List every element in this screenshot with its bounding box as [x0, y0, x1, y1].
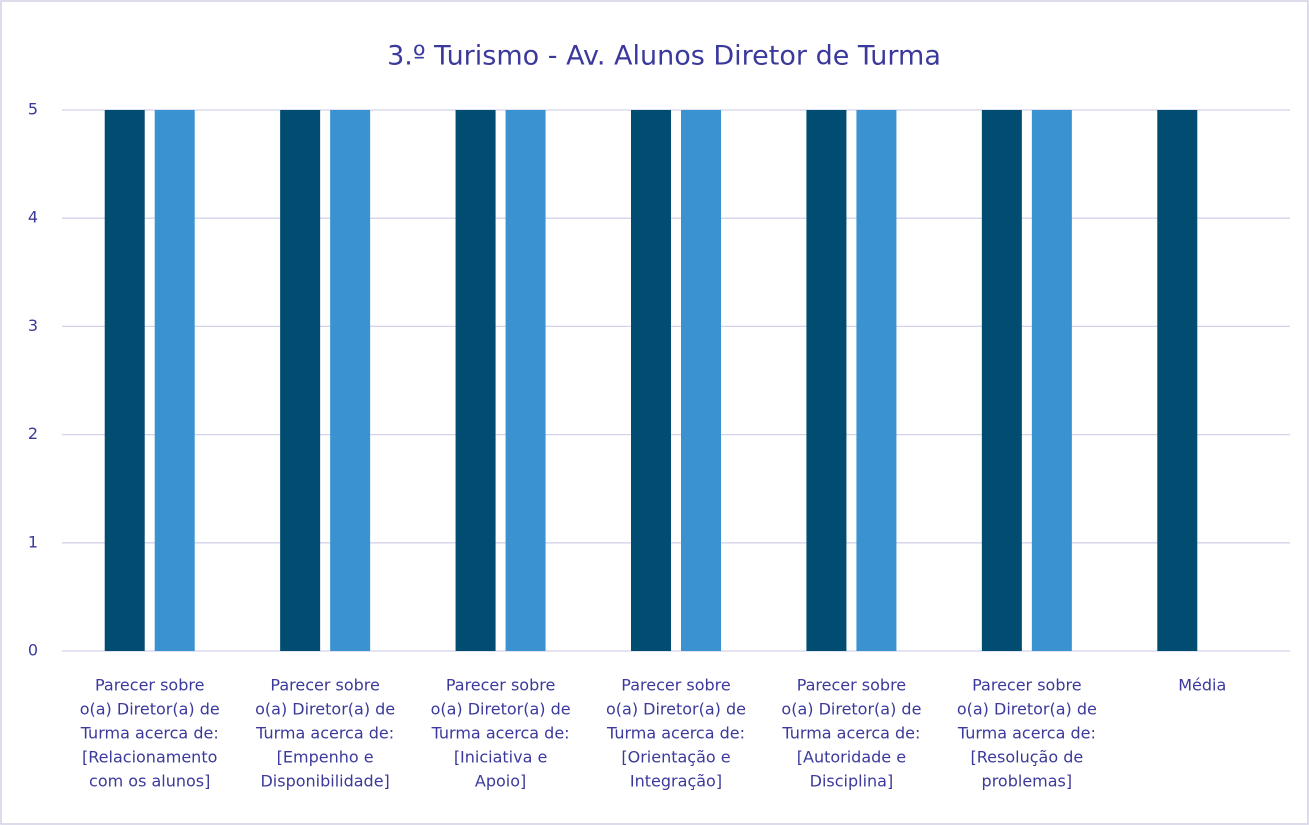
- x-tick-label: Parecer sobre: [621, 676, 730, 695]
- x-tick-label: [Empenho e: [277, 748, 374, 767]
- bar: [154, 110, 195, 651]
- bar: [981, 110, 1022, 651]
- x-tick-label: o(a) Diretor(a) de: [255, 700, 395, 719]
- x-tick-label: o(a) Diretor(a) de: [431, 700, 571, 719]
- x-tick-label: Turma acerca de:: [957, 724, 1096, 743]
- x-tick-label: o(a) Diretor(a) de: [80, 700, 220, 719]
- x-tick-label: Turma acerca de:: [431, 724, 570, 743]
- bar: [104, 110, 145, 651]
- y-tick-label: 5: [28, 100, 38, 119]
- x-tick-label: [Relacionamento: [82, 748, 217, 767]
- x-tick-label: o(a) Diretor(a) de: [957, 700, 1097, 719]
- x-tick-label: o(a) Diretor(a) de: [781, 700, 921, 719]
- x-tick-label: [Resolução de: [971, 748, 1084, 767]
- x-tick-label: Parecer sobre: [972, 676, 1081, 695]
- bar: [505, 110, 546, 651]
- x-tick-label: com os alunos]: [89, 772, 210, 791]
- x-tick-label: Parecer sobre: [446, 676, 555, 695]
- x-tick-label: Turma acerca de:: [255, 724, 394, 743]
- bar: [1157, 110, 1198, 651]
- x-tick-label: Turma acerca de:: [80, 724, 219, 743]
- bar: [330, 110, 371, 651]
- chart-title: 3.º Turismo - Av. Alunos Diretor de Turm…: [387, 41, 941, 72]
- x-tick-label: [Iniciativa e: [454, 748, 548, 767]
- x-tick-label: Parecer sobre: [797, 676, 906, 695]
- x-tick-label: Turma acerca de:: [606, 724, 745, 743]
- bar: [681, 110, 721, 651]
- x-tick-label: Parecer sobre: [95, 676, 204, 695]
- x-tick-label: o(a) Diretor(a) de: [606, 700, 746, 719]
- x-tick-label: Apoio]: [475, 772, 526, 791]
- y-tick-label: 2: [28, 424, 38, 443]
- x-tick-label: Integração]: [630, 772, 722, 791]
- y-tick-label: 1: [28, 532, 38, 551]
- y-tick-label: 0: [28, 641, 38, 660]
- bar: [856, 110, 897, 651]
- x-tick-label: Turma acerca de:: [781, 724, 920, 743]
- x-tick-label: [Orientação e: [621, 748, 730, 767]
- x-tick-label: Parecer sobre: [270, 676, 379, 695]
- bar: [806, 110, 847, 651]
- x-tick-label: problemas]: [982, 772, 1073, 791]
- bar: [280, 110, 321, 651]
- bar: [631, 110, 671, 651]
- y-tick-label: 3: [28, 316, 38, 335]
- x-tick-label: Disponibilidade]: [260, 772, 389, 791]
- bar: [1031, 110, 1072, 651]
- x-tick-label: Média: [1178, 676, 1226, 695]
- x-tick-label: Disciplina]: [810, 772, 894, 791]
- y-tick-label: 4: [28, 208, 38, 227]
- bar: [455, 110, 496, 651]
- x-tick-label: [Autoridade e: [797, 748, 906, 767]
